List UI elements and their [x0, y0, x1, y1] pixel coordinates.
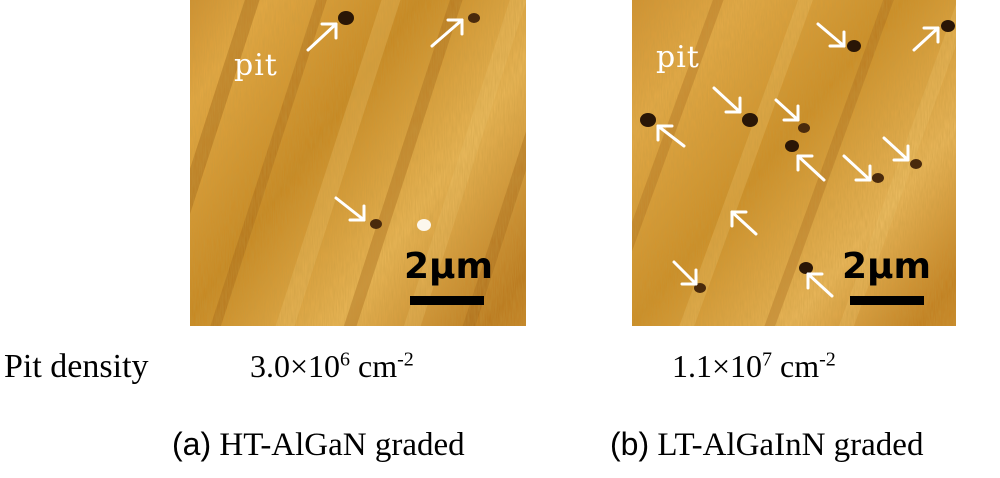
- pit-mark: [338, 11, 354, 25]
- caption-tag: (a): [172, 426, 212, 462]
- arrow-icon: [730, 210, 758, 236]
- arrow-icon: [912, 26, 940, 52]
- density-exponent: 6: [340, 348, 351, 371]
- pit-density-value-b: 1.1×107 cm-2: [672, 348, 836, 385]
- pit-mark: [370, 219, 382, 229]
- bright-spot: [417, 219, 431, 231]
- afm-texture-b: [632, 0, 956, 326]
- density-unit-exponent: -2: [819, 348, 836, 371]
- afm-image-ht-algan: pit 2μm: [190, 0, 526, 326]
- pit-mark: [785, 140, 799, 152]
- pit-density-value-a: 3.0×106 cm-2: [250, 348, 414, 385]
- arrow-icon: [842, 154, 872, 182]
- pit-mark: [799, 262, 813, 274]
- density-base: 10: [308, 348, 341, 384]
- arrow-icon: [816, 22, 846, 48]
- pit-density-row-label: Pit density: [4, 348, 149, 385]
- afm-image-lt-algainn: pit 2μm: [632, 0, 956, 326]
- scale-bar: [410, 296, 484, 305]
- arrow-icon: [306, 22, 338, 52]
- pit-mark: [742, 113, 758, 127]
- arrow-icon: [656, 124, 686, 148]
- pit-mark: [941, 20, 955, 32]
- density-unit: cm: [780, 348, 820, 384]
- caption-text: HT-AlGaN graded: [219, 427, 465, 463]
- pit-mark: [468, 13, 480, 23]
- caption-text: LT-AlGaInN graded: [657, 427, 924, 463]
- density-mantissa: 3.0: [250, 348, 290, 384]
- density-unit: cm: [358, 348, 398, 384]
- pit-mark: [694, 283, 706, 293]
- caption-a: (a) HT-AlGaN graded: [172, 426, 465, 464]
- arrow-icon: [430, 18, 464, 48]
- density-exponent: 7: [762, 348, 773, 371]
- density-base: 10: [730, 348, 763, 384]
- pit-mark: [872, 173, 884, 183]
- arrow-icon: [796, 154, 826, 182]
- pit-mark: [640, 113, 656, 127]
- arrow-icon: [672, 260, 698, 286]
- scale-bar-label: 2μm: [404, 246, 494, 287]
- pit-label: pit: [234, 48, 278, 83]
- density-times: ×: [712, 348, 731, 384]
- density-mantissa: 1.1: [672, 348, 712, 384]
- caption-b: (b) LT-AlGaInN graded: [610, 426, 923, 464]
- pit-mark: [798, 123, 810, 133]
- arrow-icon: [882, 136, 910, 162]
- pit-label: pit: [656, 40, 700, 75]
- pit-mark: [847, 40, 861, 52]
- pit-mark: [910, 159, 922, 169]
- scale-bar: [850, 296, 924, 305]
- density-times: ×: [290, 348, 309, 384]
- arrow-icon: [774, 98, 800, 122]
- arrow-icon: [334, 196, 366, 222]
- arrow-icon: [712, 86, 742, 114]
- caption-tag: (b): [610, 426, 650, 462]
- arrow-icon: [806, 272, 834, 298]
- afm-texture-a: [190, 0, 526, 326]
- density-unit-exponent: -2: [397, 348, 414, 371]
- scale-bar-label: 2μm: [842, 246, 932, 287]
